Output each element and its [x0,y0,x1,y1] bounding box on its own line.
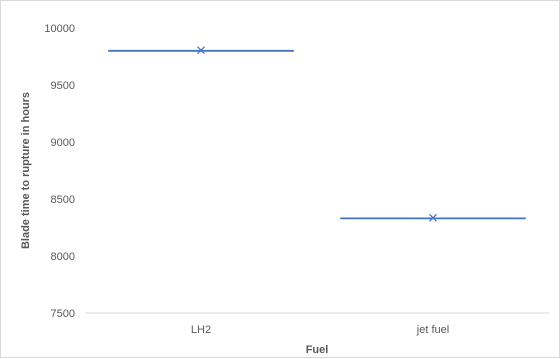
y-tick-label: 7500 [51,308,75,320]
y-tick-label: 9500 [51,80,75,92]
mean-marker [197,46,205,55]
y-tick-label: 8000 [51,251,75,263]
y-tick-label: 9000 [51,137,75,149]
x-tick-label: LH2 [191,324,211,336]
x-axis-ticks: LH2 jet fuel [191,324,449,336]
x-tick-label: jet fuel [416,324,449,336]
y-axis-ticks: 7500 8000 8500 9000 9500 10000 [44,23,75,320]
mean-marker [429,213,437,222]
y-tick-label: 8500 [51,194,75,206]
y-tick-label: 10000 [44,23,75,35]
plot-marks [108,46,526,222]
x-axis-title: Fuel [306,344,329,356]
mean-marker-stroke [197,46,205,55]
mean-marker-stroke [429,213,437,222]
y-axis-title: Blade time to rupture in hours [20,92,32,249]
